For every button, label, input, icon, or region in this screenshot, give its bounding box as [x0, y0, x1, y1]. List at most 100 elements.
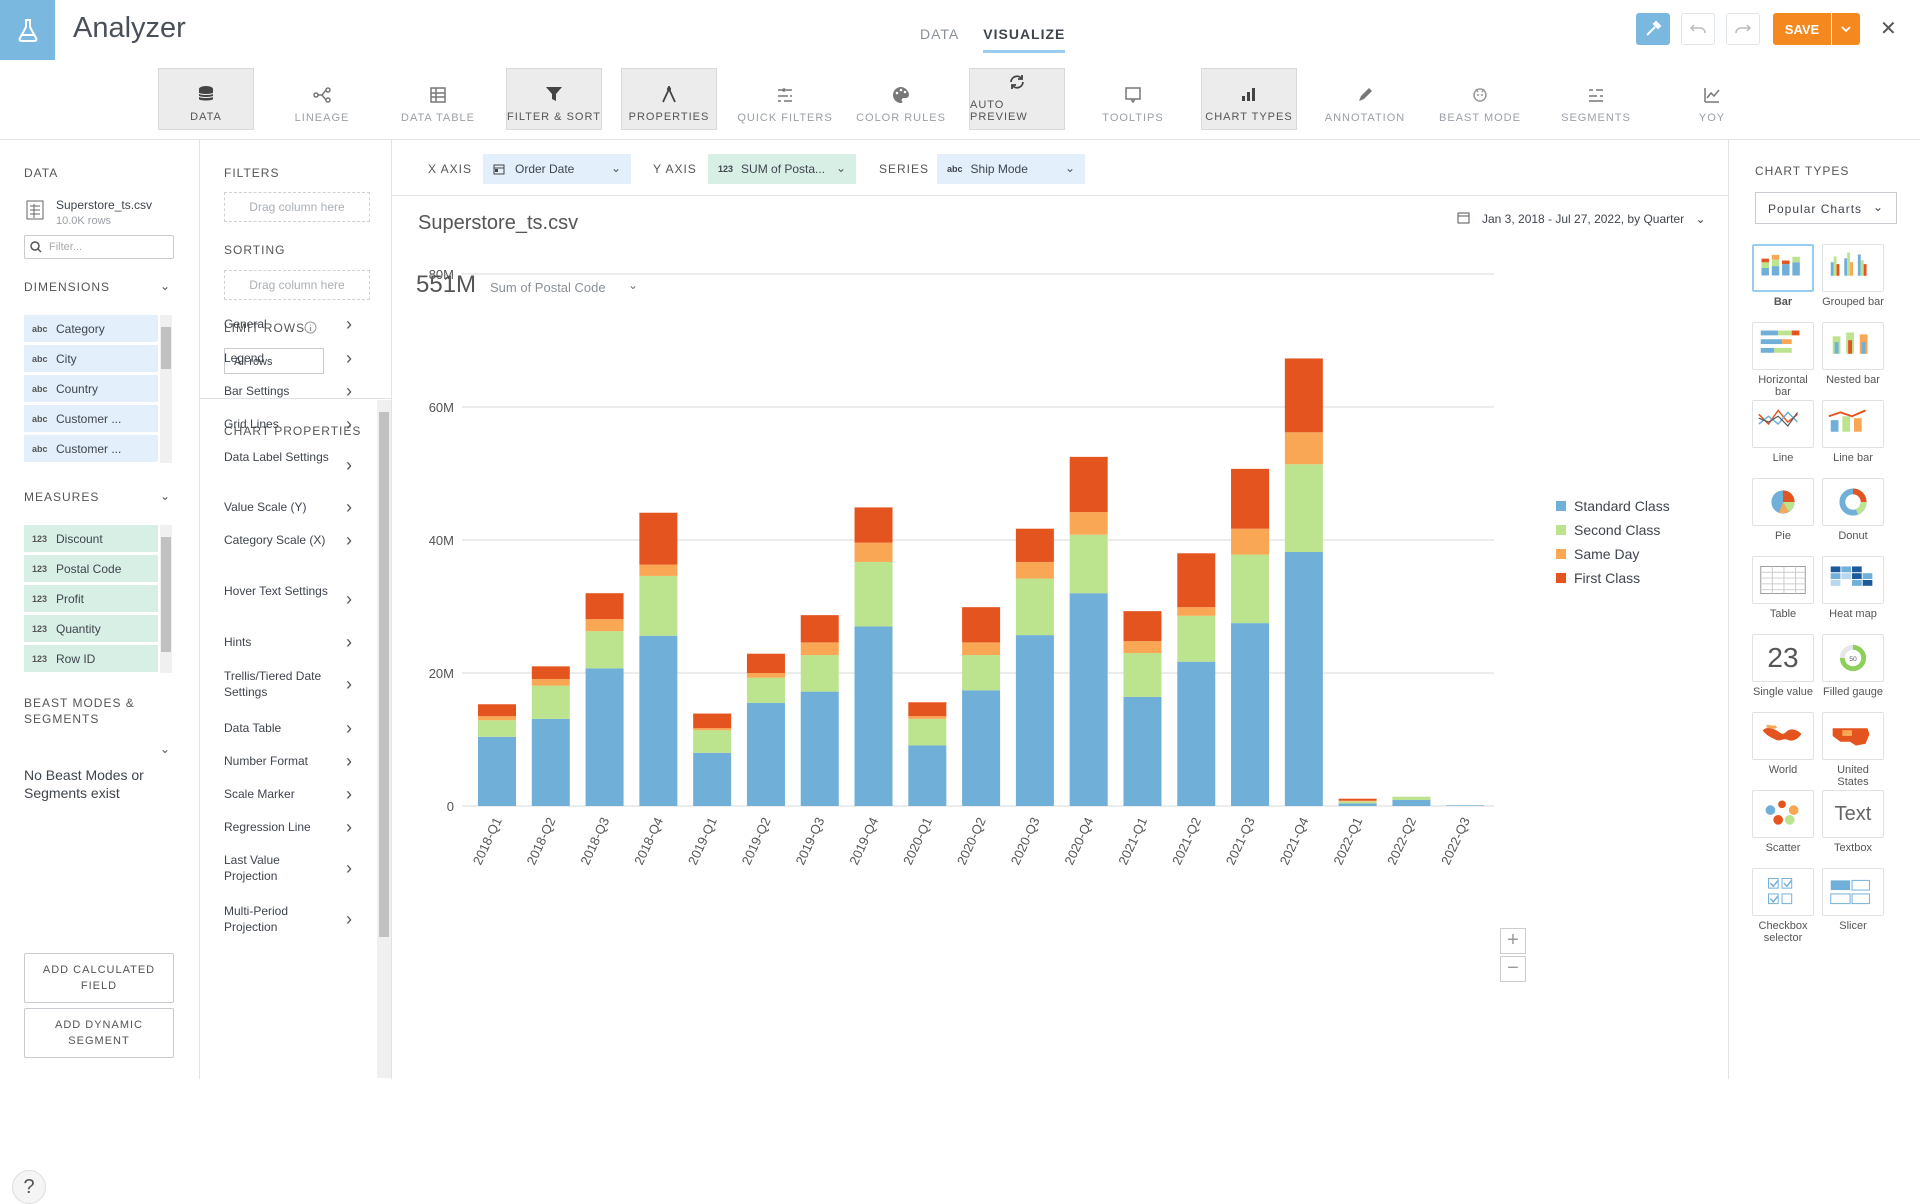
tab-visualize[interactable]: VISUALIZE — [983, 26, 1066, 53]
bar-segment[interactable] — [962, 655, 1001, 691]
dimensions-scrollbar[interactable] — [160, 315, 172, 463]
bar-segment[interactable] — [639, 512, 678, 565]
toolbar-color-rules[interactable]: COLOR RULES — [853, 68, 949, 130]
bar-segment[interactable] — [800, 615, 839, 643]
legend-label[interactable]: First Class — [1574, 570, 1640, 586]
bar-segment[interactable] — [693, 728, 732, 731]
bar-segment[interactable] — [1284, 464, 1323, 552]
chart-property-item[interactable]: Last Value Projection — [224, 852, 356, 884]
chart-type-table[interactable]: Table — [1750, 556, 1816, 620]
bar-segment[interactable] — [746, 677, 785, 703]
bar-segment[interactable] — [531, 666, 570, 679]
chart-property-item[interactable]: Data Label Settings — [224, 449, 356, 465]
toolbar-lineage[interactable]: LINEAGE — [274, 68, 370, 130]
bar-segment[interactable] — [800, 691, 839, 806]
bar-segment[interactable] — [746, 673, 785, 678]
x-axis-field[interactable]: Order Date ⌄ — [483, 154, 631, 184]
bar-segment[interactable] — [585, 619, 624, 632]
bar-segment[interactable] — [639, 575, 678, 636]
series-field[interactable]: abc Ship Mode ⌄ — [937, 154, 1085, 184]
bar-segment[interactable] — [1177, 615, 1216, 662]
measures-scrollbar[interactable] — [160, 525, 172, 673]
help-icon[interactable]: ? — [12, 1170, 46, 1204]
chart-property-item[interactable]: Regression Line — [224, 819, 356, 835]
bar-segment[interactable] — [639, 635, 678, 806]
field-filter-input[interactable]: Filter... — [24, 235, 174, 259]
bar-segment[interactable] — [1392, 796, 1431, 801]
bar-segment[interactable] — [1177, 553, 1216, 608]
bar-segment[interactable] — [639, 564, 678, 576]
undo-icon[interactable] — [1681, 13, 1715, 45]
toolbar-yoy[interactable]: YOY — [1664, 68, 1760, 130]
zoom-in-button[interactable]: + — [1500, 928, 1526, 954]
save-dropdown-button[interactable] — [1832, 13, 1860, 45]
chart-type-horizontal-bar[interactable]: Horizontal bar — [1750, 322, 1816, 398]
bar-segment[interactable] — [478, 736, 516, 806]
chart-property-item[interactable]: Hints — [224, 634, 356, 650]
bar-segment[interactable] — [1123, 696, 1162, 806]
field-item[interactable]: 123 Postal Code — [24, 555, 158, 582]
toolbar-data-table[interactable]: DATA TABLE — [390, 68, 486, 130]
chart-property-item[interactable]: Grid Lines — [224, 416, 356, 432]
chart-type-heat-map[interactable]: Heat map — [1820, 556, 1886, 620]
field-item[interactable]: abc Customer ... — [24, 435, 158, 462]
bar-segment[interactable] — [1177, 607, 1216, 616]
bar-segment[interactable] — [1015, 578, 1054, 636]
summary-label[interactable]: Sum of Postal Code — [490, 280, 606, 295]
bar-segment[interactable] — [1338, 803, 1377, 806]
toolbar-segments[interactable]: SEGMENTS — [1548, 68, 1644, 130]
toolbar-annotation[interactable]: ANNOTATION — [1317, 68, 1413, 130]
bar-segment[interactable] — [1069, 593, 1108, 806]
bar-segment[interactable] — [693, 730, 732, 753]
add-dynamic-segment-button[interactable]: ADD DYNAMIC SEGMENT — [24, 1008, 174, 1058]
bar-segment[interactable] — [693, 713, 732, 729]
toolbar-properties[interactable]: PROPERTIES — [621, 68, 717, 130]
bar-segment[interactable] — [962, 642, 1001, 656]
bar-segment[interactable] — [854, 507, 893, 543]
bar-segment[interactable] — [1069, 512, 1108, 535]
bar-segment[interactable] — [478, 704, 516, 717]
bar-segment[interactable] — [1123, 653, 1162, 697]
bar-segment[interactable] — [1069, 534, 1108, 594]
bar-segment[interactable] — [1177, 661, 1216, 806]
chart-property-item[interactable]: Category Scale (X) — [224, 532, 356, 548]
date-range-selector[interactable]: Jan 3, 2018 - Jul 27, 2022, by Quarter ⌄ — [1482, 212, 1706, 226]
bar-segment[interactable] — [1123, 611, 1162, 642]
info-icon[interactable] — [304, 321, 317, 339]
chart-type-filled-gauge[interactable]: 50 Filled gauge — [1820, 634, 1886, 698]
bar-segment[interactable] — [1231, 554, 1270, 624]
bar-segment[interactable] — [1284, 358, 1323, 433]
bar-segment[interactable] — [908, 745, 947, 806]
field-item[interactable]: 123 Quantity — [24, 615, 158, 642]
bar-segment[interactable] — [908, 716, 947, 719]
bar-segment[interactable] — [585, 593, 624, 620]
bar-segment[interactable] — [908, 702, 947, 717]
close-icon[interactable]: ✕ — [1880, 18, 1897, 40]
flask-icon[interactable] — [0, 0, 55, 60]
add-calculated-field-button[interactable]: ADD CALCULATED FIELD — [24, 953, 174, 1003]
legend-label[interactable]: Second Class — [1574, 522, 1660, 538]
chart-property-item[interactable]: Legend — [224, 350, 356, 366]
chart-property-item[interactable]: Scale Marker — [224, 786, 356, 802]
bar-segment[interactable] — [1338, 800, 1377, 802]
chart-type-united-states[interactable]: United States — [1820, 712, 1886, 788]
chart-type-nested-bar[interactable]: Nested bar — [1820, 322, 1886, 386]
chart-type-pie[interactable]: Pie — [1750, 478, 1816, 542]
chart-property-item[interactable]: Multi-Period Projection — [224, 903, 356, 935]
bar-segment[interactable] — [1338, 801, 1377, 804]
limit-rows-input[interactable]: All rows — [224, 348, 324, 374]
chart-property-item[interactable]: Number Format — [224, 753, 356, 769]
bar-segment[interactable] — [854, 561, 893, 627]
field-item[interactable]: abc Country — [24, 375, 158, 402]
bar-segment[interactable] — [1123, 641, 1162, 654]
bar-segment[interactable] — [1231, 623, 1270, 806]
chart-property-item[interactable]: Data Table — [224, 720, 356, 736]
tools-icon[interactable] — [1636, 13, 1670, 45]
tab-data[interactable]: DATA — [920, 26, 960, 42]
chart-property-item[interactable]: Value Scale (Y) — [224, 499, 356, 515]
properties-scrollbar[interactable] — [377, 400, 391, 1078]
toolbar-auto-preview[interactable]: AUTO PREVIEW — [969, 68, 1065, 130]
chart-type-grouped-bar[interactable]: Grouped bar — [1820, 244, 1886, 308]
bar-segment[interactable] — [1284, 551, 1323, 806]
legend-label[interactable]: Same Day — [1574, 546, 1639, 562]
